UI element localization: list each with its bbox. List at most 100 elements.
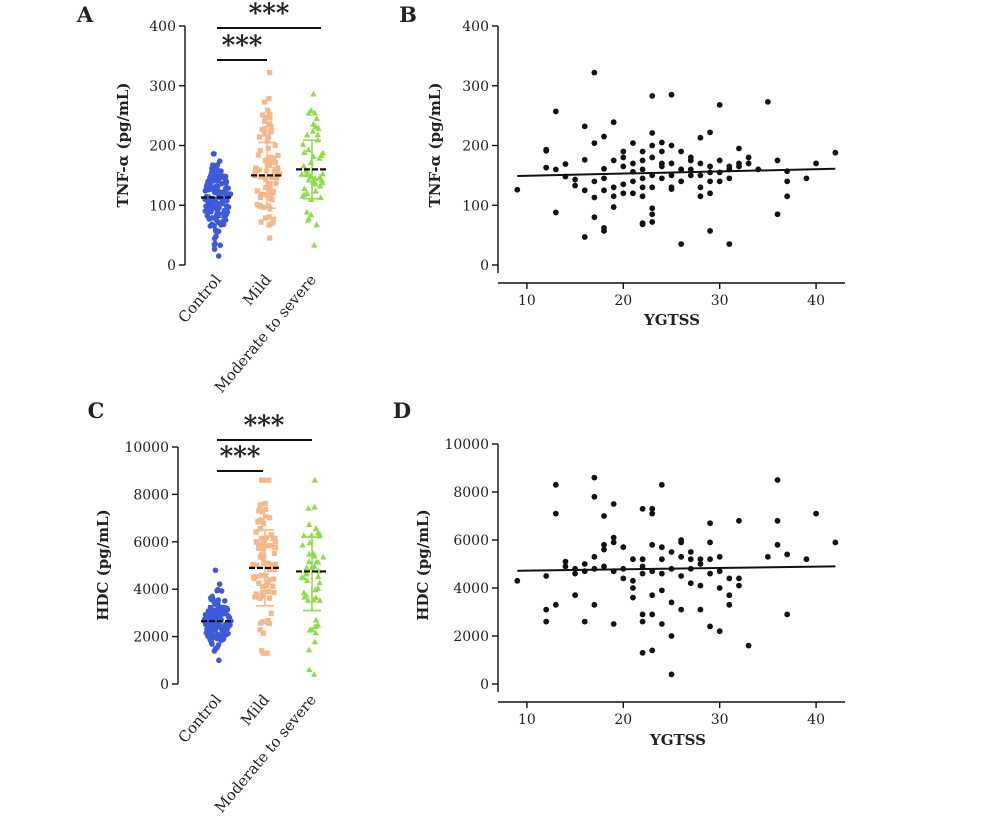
data-point (300, 162, 307, 169)
data-point (620, 154, 627, 161)
data-point (257, 147, 263, 153)
data-point (218, 637, 225, 644)
data-point (707, 190, 713, 197)
data-point (774, 541, 781, 548)
data-point (256, 134, 262, 140)
data-point (259, 517, 265, 523)
data-point (784, 611, 791, 618)
data-point (639, 175, 646, 182)
data-point (266, 154, 272, 161)
data-point (267, 158, 273, 164)
data-point (260, 650, 266, 656)
data-point (254, 202, 260, 208)
x-tick-label: 40 (807, 712, 825, 728)
data-point (265, 560, 271, 566)
data-point (266, 222, 272, 228)
data-point (668, 172, 675, 179)
data-point (620, 148, 627, 155)
data-point (311, 503, 318, 510)
data-point (250, 561, 256, 567)
x-tick-label: 20 (614, 293, 632, 309)
data-point (304, 216, 312, 223)
data-point (223, 178, 230, 185)
sig-stars-control-severe: *** (244, 411, 285, 441)
y-tick-label: 100 (149, 198, 176, 214)
data-point (273, 180, 279, 187)
data-point (745, 160, 752, 167)
data-point (209, 593, 216, 600)
y-tick-label: 0 (160, 677, 169, 693)
data-point (707, 539, 713, 546)
data-point (219, 197, 226, 204)
data-point (301, 185, 308, 192)
data-point (299, 141, 307, 147)
data-point (272, 545, 279, 551)
data-point (265, 107, 271, 113)
data-point (591, 553, 598, 560)
data-point (610, 157, 617, 164)
data-point (562, 161, 569, 167)
data-point (313, 221, 320, 228)
data-point (274, 175, 280, 181)
data-point (601, 133, 607, 140)
data-point (581, 561, 588, 567)
data-point (267, 115, 273, 121)
data-point (726, 601, 733, 608)
data-point (774, 517, 781, 524)
data-point (707, 570, 713, 577)
data-point (697, 193, 704, 200)
y-axis-title: HDC (pg/mL) (414, 509, 432, 620)
data-point (309, 127, 317, 134)
data-point (639, 157, 646, 164)
data-point (214, 166, 220, 172)
data-point (581, 156, 588, 163)
data-point (610, 204, 617, 210)
data-point (272, 159, 278, 166)
data-point (630, 140, 636, 147)
data-point (630, 178, 636, 185)
data-point (266, 595, 272, 601)
data-point (272, 538, 278, 545)
data-point (303, 208, 311, 215)
data-point (601, 513, 607, 519)
data-point (668, 671, 675, 678)
y-tick-label: 2000 (133, 630, 169, 646)
data-point (707, 178, 713, 185)
data-point (726, 592, 733, 599)
data-point (266, 477, 272, 483)
data-point (305, 504, 312, 511)
data-point (258, 219, 264, 225)
data-point (658, 139, 665, 146)
data-point (639, 505, 646, 512)
data-point (813, 160, 819, 167)
data-point (639, 148, 646, 155)
data-point (266, 567, 272, 573)
data-point (678, 553, 685, 560)
x-tick-label: 10 (518, 712, 536, 728)
data-point (275, 164, 281, 171)
data-point (764, 553, 771, 560)
data-point (610, 184, 617, 191)
data-point (316, 579, 323, 586)
data-point (224, 625, 231, 632)
data-point (687, 580, 694, 587)
data-point (716, 568, 723, 575)
data-point (308, 626, 316, 633)
data-point (668, 160, 675, 167)
data-point (257, 627, 263, 633)
x-tick-label: 30 (711, 712, 729, 728)
data-point (649, 219, 656, 225)
data-point (668, 91, 675, 98)
data-point (213, 233, 219, 240)
data-point (262, 126, 268, 132)
data-point (206, 628, 213, 634)
data-point (261, 192, 268, 198)
data-point (221, 598, 228, 604)
data-point (620, 544, 627, 551)
data-point (300, 589, 308, 596)
data-point (312, 187, 319, 194)
data-point (736, 517, 742, 524)
data-point (275, 152, 281, 159)
data-point (305, 171, 312, 178)
data-point (552, 108, 559, 115)
